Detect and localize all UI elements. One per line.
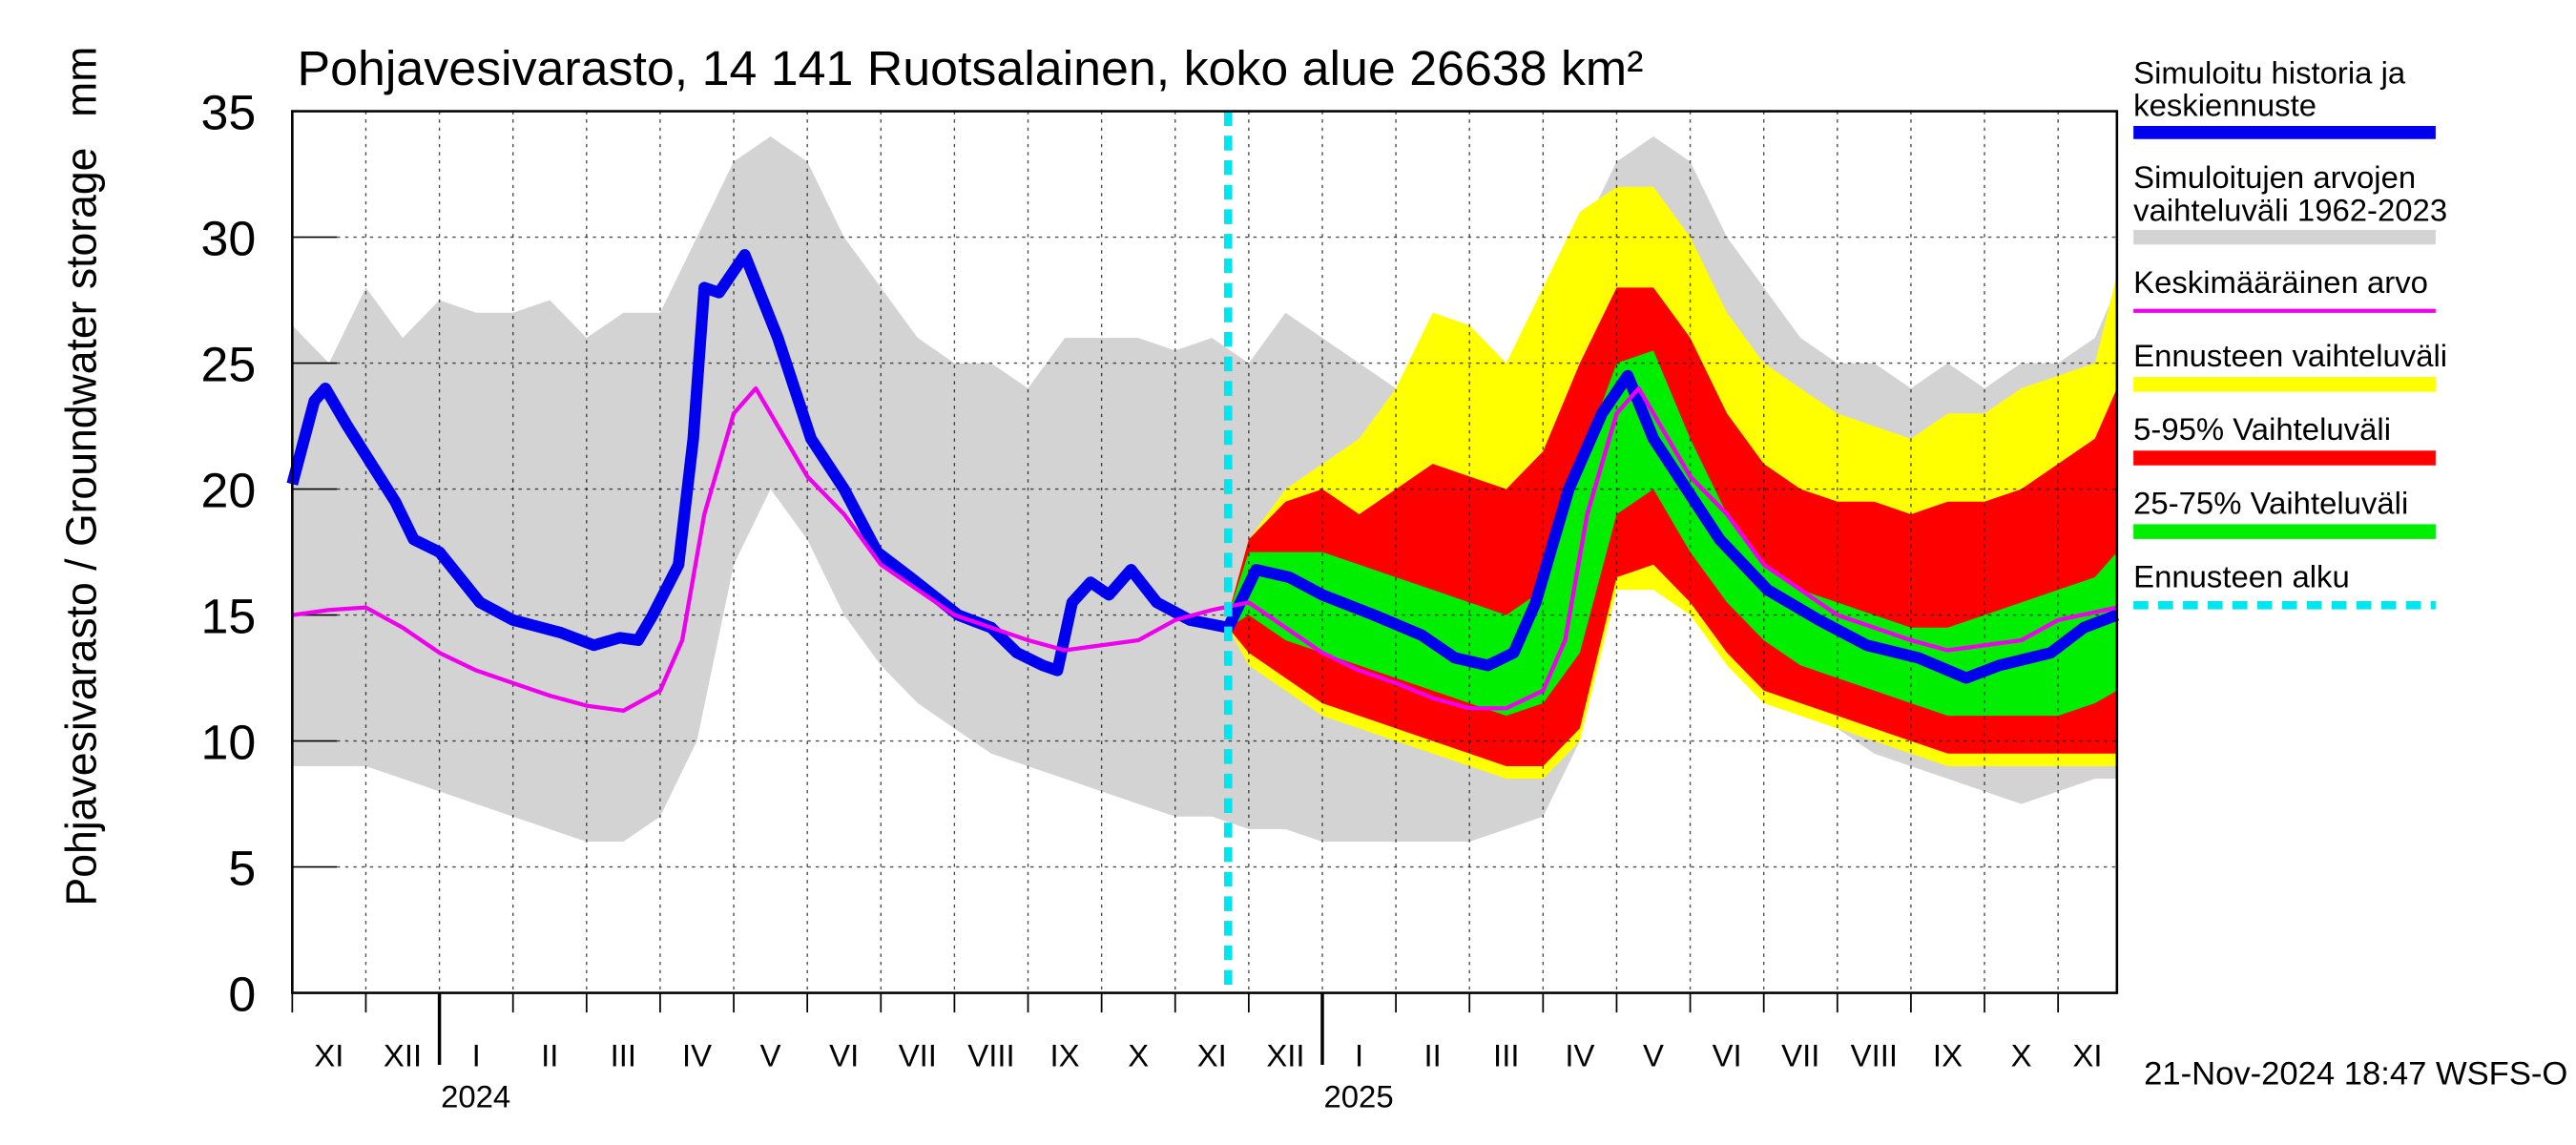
y-tick-label: 35 bbox=[201, 85, 257, 140]
x-tick-label: XI bbox=[2072, 1038, 2102, 1073]
footer: 21-Nov-2024 18:47 WSFS-O bbox=[2144, 1056, 2567, 1093]
legend-label: Ennusteen vaihteluväli bbox=[2133, 338, 2447, 373]
x-tick-label: VII bbox=[899, 1038, 937, 1073]
plot-frame bbox=[291, 110, 2119, 994]
x-tick-label: VIII bbox=[1851, 1038, 1898, 1073]
x-tick-label: VIII bbox=[967, 1038, 1014, 1073]
x-tick-label: I bbox=[472, 1038, 481, 1073]
legend-label: Keskimääräinen arvo bbox=[2133, 264, 2428, 300]
series-line bbox=[286, 249, 2120, 684]
y-tick-label: 10 bbox=[201, 715, 257, 770]
line-layer bbox=[286, 111, 2120, 993]
year-label: 2025 bbox=[1323, 1079, 1393, 1114]
y-tick-label: 20 bbox=[201, 463, 257, 518]
x-tick-label: X bbox=[1128, 1038, 1149, 1073]
legend-label: Simuloitujen arvojen vaihteluväli 1962-20… bbox=[2133, 159, 2447, 227]
x-tick-label: VII bbox=[1781, 1038, 1819, 1073]
legend-label: 5-95% Vaihteluväli bbox=[2133, 411, 2391, 447]
range-band bbox=[1228, 350, 2117, 717]
series-line bbox=[292, 385, 2118, 714]
x-tick-label: VI bbox=[829, 1038, 859, 1073]
x-tick-label: XI bbox=[1197, 1038, 1227, 1073]
chart-title: Pohjavesivarasto, 14 141 Ruotsalainen, k… bbox=[298, 40, 1644, 95]
x-tick-label: IX bbox=[1933, 1038, 1963, 1073]
x-tick-label: IV bbox=[1565, 1038, 1594, 1073]
year-label: 2024 bbox=[441, 1079, 510, 1114]
y-tick-label: 0 bbox=[228, 967, 256, 1022]
x-tick-label: VI bbox=[1713, 1038, 1742, 1073]
x-tick-label: XI bbox=[314, 1038, 343, 1073]
x-tick-label: II bbox=[1424, 1038, 1442, 1073]
y-tick-label: 30 bbox=[201, 211, 257, 266]
x-tick-label: V bbox=[1643, 1038, 1664, 1073]
y-tick-label: 25 bbox=[201, 337, 257, 392]
y-tick-label: 5 bbox=[228, 841, 256, 896]
y-axis-unit: mm bbox=[57, 47, 105, 117]
x-tick-label: XII bbox=[384, 1038, 422, 1073]
legend-label: Simuloitu historia ja keskiennuste bbox=[2133, 55, 2406, 123]
legend-label: 25-75% Vaihteluväli bbox=[2133, 485, 2408, 520]
x-tick-label: II bbox=[541, 1038, 558, 1073]
legend: Simuloitu historia ja keskiennuste Simuloi… bbox=[2133, 55, 2447, 610]
legend-label: Ennusteen alku bbox=[2133, 559, 2350, 594]
y-tick-label: 15 bbox=[201, 589, 257, 644]
x-tick-label: I bbox=[1355, 1038, 1363, 1073]
x-tick-label: X bbox=[2011, 1038, 2032, 1073]
x-tick-label: XII bbox=[1266, 1038, 1304, 1073]
x-tick-label: V bbox=[760, 1038, 781, 1073]
x-tick-label: III bbox=[611, 1038, 636, 1073]
x-tick-label: IV bbox=[682, 1038, 712, 1073]
x-tick-label: IX bbox=[1050, 1038, 1080, 1073]
y-axis-label: Pohjavesivarasto / Groundwater storage bbox=[57, 148, 105, 906]
x-tick-label: III bbox=[1493, 1038, 1519, 1073]
